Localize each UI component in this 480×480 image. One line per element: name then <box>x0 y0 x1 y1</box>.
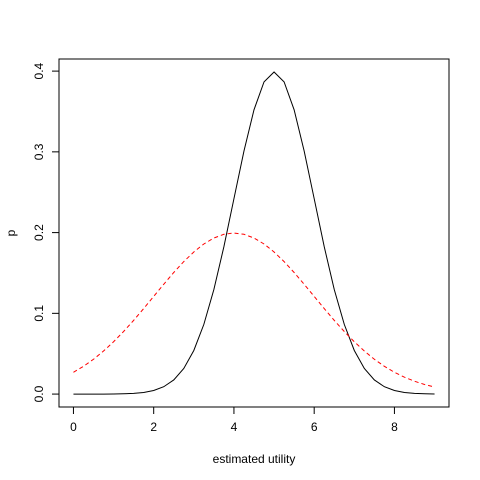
y-tick-label: 0.3 <box>32 143 46 160</box>
y-tick-label: 0.0 <box>32 385 46 402</box>
y-tick-label: 0.1 <box>32 305 46 322</box>
x-tick-label: 0 <box>70 420 77 434</box>
y-tick-label: 0.4 <box>32 62 46 79</box>
x-tick-label: 6 <box>311 420 318 434</box>
y-tick-label: 0.2 <box>32 224 46 241</box>
y-axis-label: p <box>4 229 18 236</box>
x-tick-label: 8 <box>391 420 398 434</box>
density-curve <box>73 232 435 388</box>
density-curve <box>73 71 435 395</box>
x-axis-label: estimated utility <box>213 452 296 466</box>
x-tick-label: 4 <box>231 420 238 434</box>
x-tick-label: 2 <box>150 420 157 434</box>
